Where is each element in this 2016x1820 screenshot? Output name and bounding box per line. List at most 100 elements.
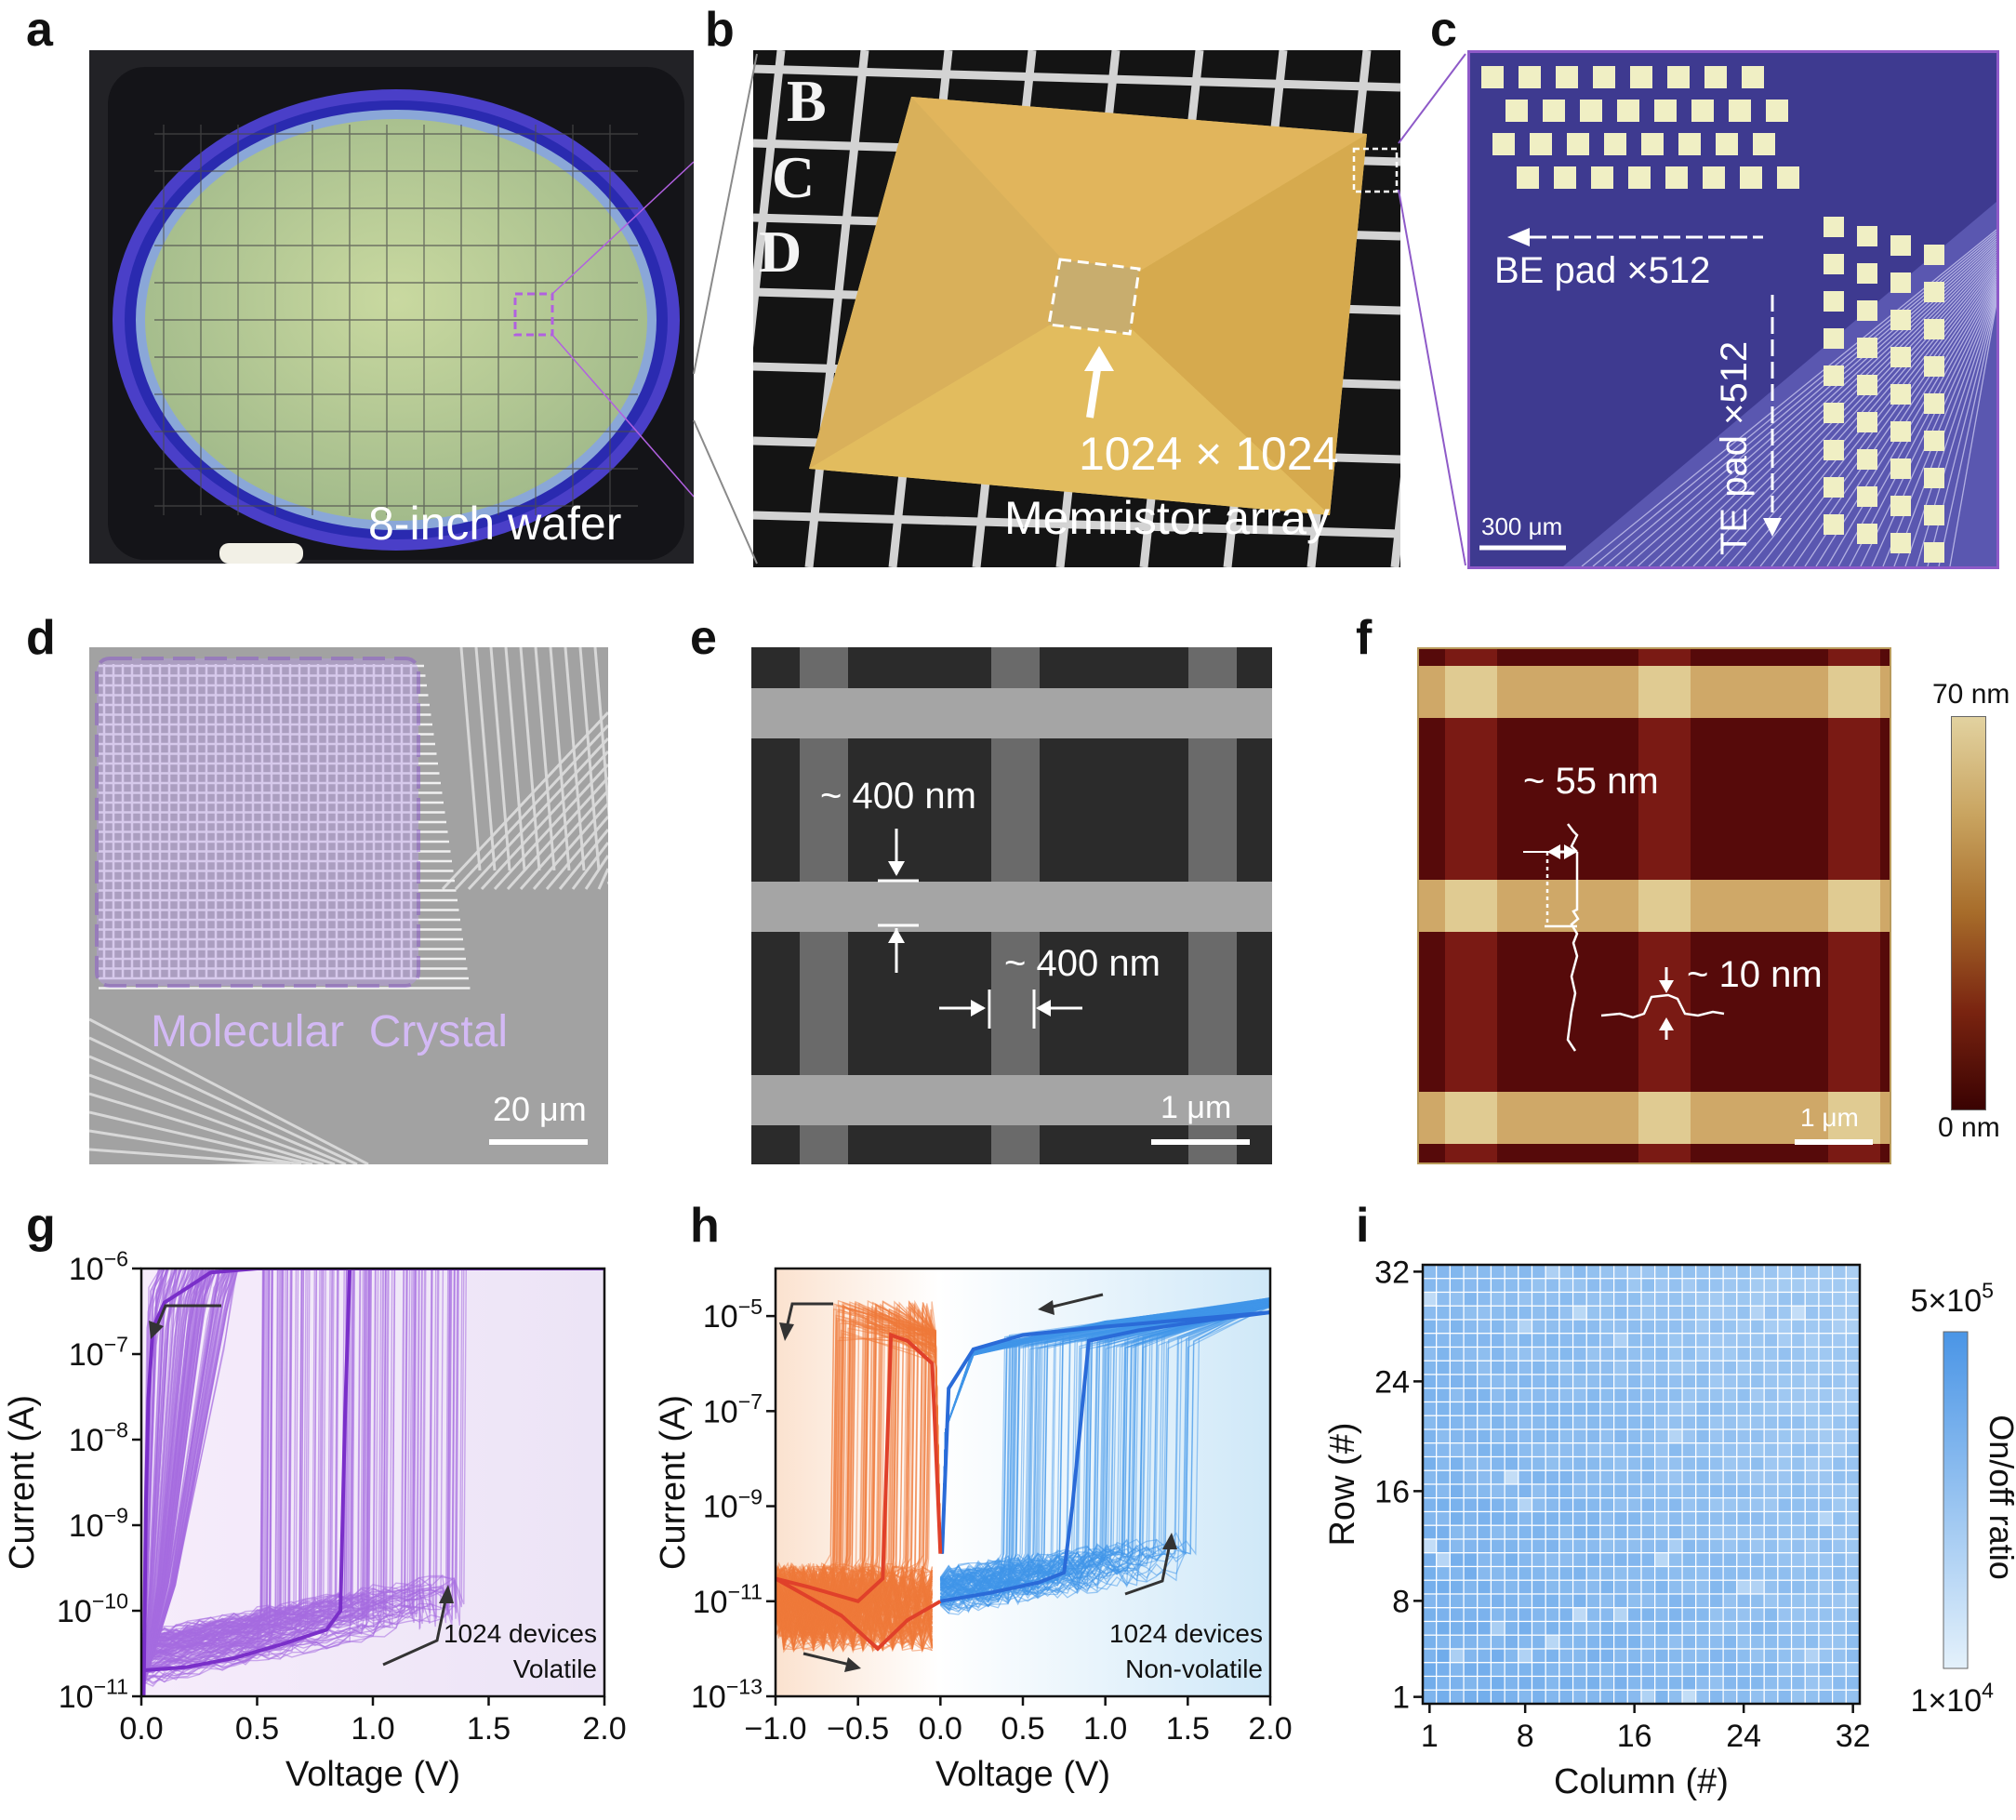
y-tick-label: 10−9	[703, 1484, 763, 1524]
heatmap-cell	[1681, 1483, 1697, 1499]
representative-sweep-1	[939, 1310, 1270, 1603]
heatmap-cell	[1518, 1291, 1533, 1307]
heatmap-cell	[1449, 1538, 1465, 1554]
heatmap-cell	[1749, 1483, 1765, 1499]
heatmap-cell	[1599, 1524, 1615, 1540]
heatmap-cell	[1667, 1538, 1683, 1554]
heatmap-cell	[1613, 1565, 1628, 1581]
heatmap-cell	[1790, 1634, 1806, 1650]
heatmap-cell	[1504, 1607, 1519, 1623]
heatmap-cell	[1545, 1428, 1560, 1444]
heatmap-cell	[1613, 1346, 1628, 1362]
heatmap-cell	[1626, 1497, 1642, 1513]
representative-sweep-4	[776, 1576, 942, 1652]
heatmap-cell	[1708, 1278, 1724, 1294]
heatmap-cell	[1818, 1333, 1834, 1348]
heatmap-cell	[1708, 1497, 1724, 1513]
heatmap-cell	[1790, 1346, 1806, 1362]
heatmap-cell	[1531, 1662, 1546, 1678]
heatmap-cell	[1585, 1346, 1601, 1362]
device-trace	[141, 1269, 604, 1690]
heatmap-cell	[1531, 1565, 1546, 1581]
heatmap-cell	[1531, 1319, 1546, 1335]
heatmap-cell	[1436, 1662, 1451, 1678]
heatmap-cell	[1531, 1442, 1546, 1458]
heatmap-cell	[1667, 1360, 1683, 1375]
heatmap-cell	[1818, 1552, 1834, 1568]
heatmap-cell	[1477, 1497, 1492, 1513]
heatmap-cell	[1708, 1483, 1724, 1499]
heatmap-cell	[1545, 1552, 1560, 1568]
heatmap-cell	[1531, 1415, 1546, 1430]
heatmap-cell	[1777, 1264, 1793, 1280]
heatmap-cell	[1626, 1593, 1642, 1609]
heatmap-cell	[1518, 1552, 1533, 1568]
heatmap-cell	[1818, 1346, 1834, 1362]
device-trace-positive	[940, 1306, 1270, 1588]
heatmap-cell	[1518, 1483, 1533, 1499]
heatmap-cell	[1804, 1634, 1820, 1650]
heatmap-cell	[1545, 1333, 1560, 1348]
heatmap-cell	[1777, 1401, 1793, 1416]
heatmap-cell	[1790, 1469, 1806, 1485]
x-tick-label: 1.0	[1083, 1711, 1127, 1747]
heatmap-cell	[1572, 1675, 1587, 1691]
heatmap-cell	[1845, 1497, 1861, 1513]
heatmap-cell	[1518, 1360, 1533, 1375]
heatmap-cell	[1490, 1648, 1505, 1664]
heatmap-cell	[1708, 1579, 1724, 1595]
chart-i-onoff-heatmap: 1 8 16 24 32 1 8 16 24 32 Column (#) Row (#) 5×105 1×…	[1323, 1255, 2016, 1801]
representative-backward-sweep	[141, 1269, 604, 1696]
heatmap-cell	[1585, 1415, 1601, 1430]
heatmap-cell	[1654, 1346, 1669, 1362]
heatmap-cell	[1832, 1278, 1847, 1294]
heatmap-cell	[1722, 1374, 1738, 1389]
heatmap-cell	[1477, 1634, 1492, 1650]
heatmap-cell	[1626, 1388, 1642, 1403]
device-trace-positive	[939, 1301, 1270, 1594]
representative-forward-sweep	[141, 1269, 604, 1673]
heatmap-cell	[1845, 1552, 1861, 1568]
heatmap-cell	[1477, 1360, 1492, 1375]
heatmap-cell	[1545, 1278, 1560, 1294]
heatmap-cell	[1518, 1497, 1533, 1513]
heatmap-cell	[1708, 1634, 1724, 1650]
heatmap-cell	[1449, 1483, 1465, 1499]
heatmap-cell	[1572, 1264, 1587, 1280]
heatmap-cell	[1654, 1291, 1669, 1307]
heatmap-cell	[1681, 1305, 1697, 1321]
heatmap-cell	[1626, 1634, 1642, 1650]
device-trace	[141, 1269, 604, 1690]
heatmap-cell	[1804, 1620, 1820, 1636]
heatmap-cell	[1449, 1510, 1465, 1526]
heatmap-cell	[1558, 1415, 1574, 1430]
heatmap-cell	[1545, 1565, 1560, 1581]
heatmap-cell	[1545, 1360, 1560, 1375]
heatmap-cell	[1613, 1319, 1628, 1335]
device-trace	[141, 1269, 604, 1690]
heatmap-cell	[1640, 1552, 1656, 1568]
heatmap-cell	[1449, 1346, 1465, 1362]
heatmap-cell	[1449, 1565, 1465, 1581]
heatmap-cell	[1708, 1675, 1724, 1691]
heatmap-cell	[1681, 1442, 1697, 1458]
heatmap-cell	[1477, 1374, 1492, 1389]
heatmap-cell	[1722, 1497, 1738, 1513]
heatmap-cell	[1613, 1497, 1628, 1513]
heatmap-cell	[1572, 1579, 1587, 1595]
heatmap-cell	[1818, 1483, 1834, 1499]
heatmap-cell	[1695, 1620, 1711, 1636]
heatmap-cell	[1749, 1360, 1765, 1375]
heatmap-cell	[1626, 1510, 1642, 1526]
heatmap-cell	[1640, 1607, 1656, 1623]
heatmap-cell	[1613, 1510, 1628, 1526]
heatmap-cell	[1613, 1552, 1628, 1568]
heatmap-cell	[1763, 1278, 1779, 1294]
heatmap-cell	[1818, 1565, 1834, 1581]
panel-label-d: d	[26, 611, 56, 665]
afm-colorbar-max: 70 nm	[1932, 679, 2010, 710]
heatmap-cell	[1477, 1388, 1492, 1403]
heatmap-cell	[1749, 1565, 1765, 1581]
heatmap-cell	[1667, 1662, 1683, 1678]
heatmap-cell	[1763, 1497, 1779, 1513]
